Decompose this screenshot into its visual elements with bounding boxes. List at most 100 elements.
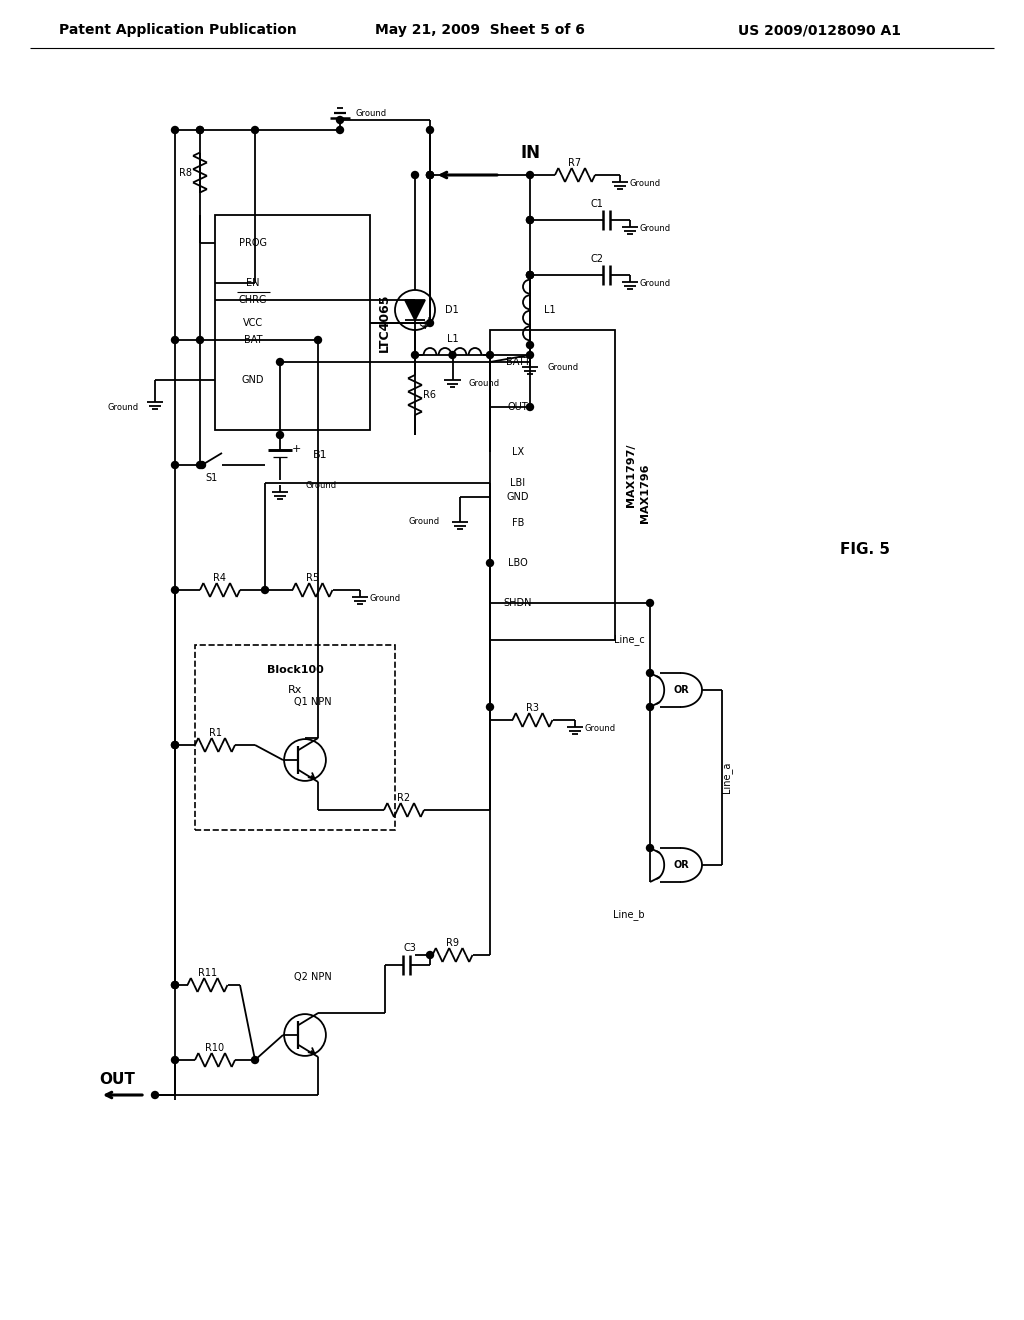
Text: S1: S1 [206,473,218,483]
Text: Ground: Ground [305,480,336,490]
Text: Ground: Ground [585,723,615,733]
Circle shape [449,351,456,359]
Text: R7: R7 [568,158,582,168]
Text: C1: C1 [591,199,603,209]
Circle shape [152,1092,159,1098]
Text: EN: EN [246,279,260,288]
Circle shape [171,127,178,133]
Circle shape [252,127,258,133]
Text: R11: R11 [198,968,217,978]
Circle shape [197,127,204,133]
Text: D1: D1 [445,305,459,315]
Text: OUT: OUT [508,403,528,412]
Circle shape [337,127,343,133]
Text: R5: R5 [306,573,319,583]
Text: BATT: BATT [506,356,530,367]
Circle shape [197,337,204,343]
Text: Ground: Ground [356,108,387,117]
Text: R8: R8 [179,168,193,177]
Circle shape [526,342,534,348]
Circle shape [526,216,534,223]
Text: Ground: Ground [630,180,660,187]
Text: OUT: OUT [99,1072,135,1088]
Circle shape [427,172,433,178]
Text: Block100: Block100 [266,665,324,675]
Text: C2: C2 [591,253,603,264]
Circle shape [171,742,178,748]
Circle shape [412,172,419,178]
Circle shape [646,599,653,606]
Text: R10: R10 [206,1043,224,1053]
Text: PROG: PROG [239,238,267,248]
Circle shape [171,337,178,343]
Text: Ground: Ground [409,517,440,527]
Text: +: + [291,444,301,454]
Circle shape [427,172,433,178]
Circle shape [486,560,494,566]
Text: Ground: Ground [640,224,671,232]
Text: R4: R4 [213,573,226,583]
Circle shape [526,216,534,223]
Circle shape [171,586,178,594]
Text: R3: R3 [526,704,539,713]
Text: Line_a: Line_a [722,762,732,793]
Text: L1: L1 [544,305,556,315]
Circle shape [486,704,494,710]
Circle shape [412,351,419,359]
Text: MAX1797/: MAX1797/ [626,444,636,507]
Text: LBI: LBI [510,478,525,488]
Circle shape [486,351,494,359]
Circle shape [171,742,178,748]
Text: GND: GND [242,375,264,385]
Circle shape [199,462,205,469]
Circle shape [171,982,178,989]
Circle shape [526,272,534,279]
Circle shape [427,319,433,326]
Text: OR: OR [673,685,689,696]
Text: Ground: Ground [469,379,500,388]
Circle shape [197,127,204,133]
Text: FB: FB [512,517,524,528]
Text: R2: R2 [397,793,411,803]
Circle shape [646,669,653,676]
Text: L1: L1 [446,334,459,345]
Text: R1: R1 [209,729,221,738]
Circle shape [261,586,268,594]
Circle shape [646,704,653,710]
Text: Ground: Ground [548,363,580,371]
Bar [195,645,395,830]
Circle shape [646,845,653,851]
Polygon shape [406,300,425,319]
Text: SHDN: SHDN [504,598,532,609]
Circle shape [337,116,343,124]
Text: OR: OR [673,861,689,870]
Circle shape [171,1056,178,1064]
Circle shape [314,337,322,343]
Text: B1: B1 [312,450,328,459]
Bar [215,215,370,430]
Text: CHRG: CHRG [239,294,267,305]
Text: MAX1796: MAX1796 [640,463,650,523]
Text: Ground: Ground [640,279,671,288]
Circle shape [427,127,433,133]
Text: FIG. 5: FIG. 5 [840,543,890,557]
Text: Line_b: Line_b [613,909,645,920]
Text: IN: IN [520,144,540,162]
Text: Line_c: Line_c [614,635,645,645]
Bar [490,330,615,640]
Circle shape [526,272,534,279]
Text: BAT: BAT [244,335,262,345]
Text: Rx: Rx [288,685,302,696]
Circle shape [526,172,534,178]
Circle shape [199,462,206,469]
Text: Ground: Ground [108,404,139,412]
Text: Q2 NPN: Q2 NPN [294,972,332,982]
Circle shape [276,432,284,438]
Text: LX: LX [512,447,524,457]
Circle shape [197,462,204,469]
Text: Ground: Ground [370,594,401,603]
Circle shape [526,351,534,359]
Text: C3: C3 [403,942,417,953]
Text: R9: R9 [446,939,459,948]
Circle shape [427,172,433,178]
